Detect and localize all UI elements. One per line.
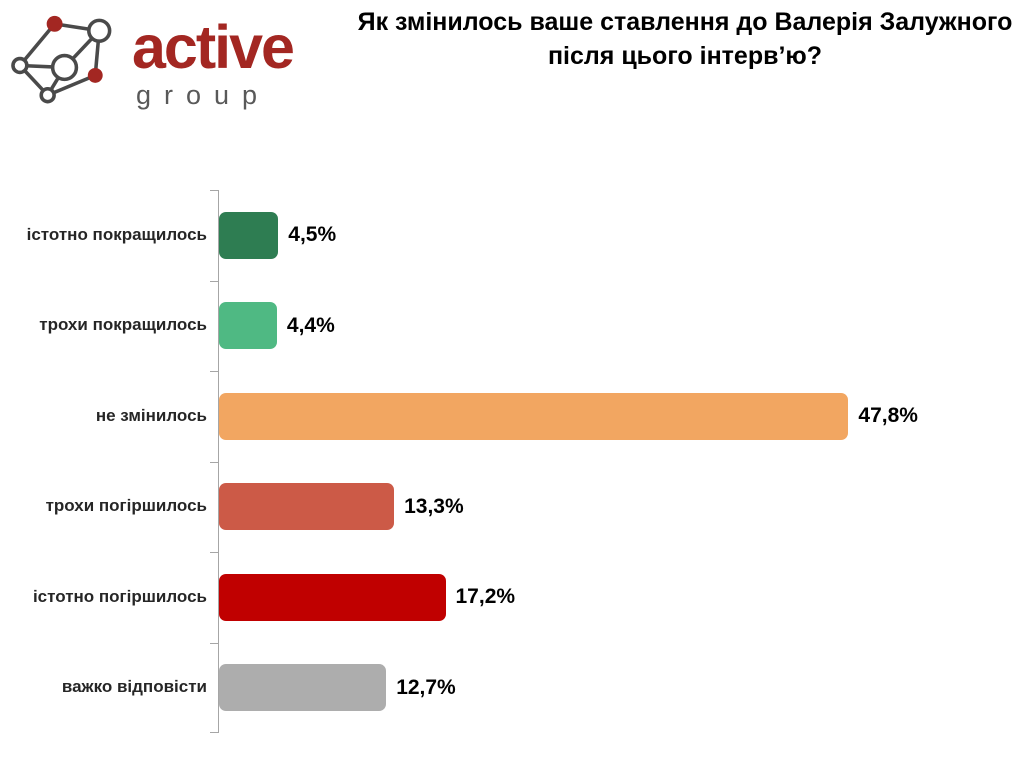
category-label: трохи погіршилось <box>45 496 207 516</box>
value-label: 13,3% <box>404 494 464 518</box>
bar <box>219 211 279 259</box>
value-label: 12,7% <box>396 675 456 699</box>
logo-wordmark: active <box>132 13 295 81</box>
bar <box>219 392 849 440</box>
category-axis-line <box>218 190 219 733</box>
category-label: важко відповісти <box>61 677 207 697</box>
value-label: 17,2% <box>455 585 516 609</box>
category-label: істотно погіршилось <box>32 586 207 606</box>
bar-wrap: 17,2% <box>219 552 515 643</box>
bar-wrap: 12,7% <box>219 643 456 734</box>
axis-tick <box>210 552 218 553</box>
chart-row: важко відповісти 12,7% <box>12 643 1016 734</box>
chart-rows: істотно покращилось 4,5% трохи покращило… <box>12 190 1016 733</box>
chart-title: Як змінилось ваше ставлення до Валерія З… <box>357 8 1013 70</box>
chart-row: істотно погіршилось 17,2% <box>12 552 1016 643</box>
bar <box>219 664 387 712</box>
bar-chart: істотно покращилось 4,5% трохи покращило… <box>12 190 1016 733</box>
category-label: не змінилось <box>95 405 207 425</box>
bar-wrap: 13,3% <box>219 462 464 553</box>
value-label: 4,4% <box>286 313 335 337</box>
axis-tick <box>210 732 218 733</box>
value-label: 4,5% <box>288 223 337 247</box>
bar <box>219 483 395 531</box>
axis-tick <box>210 461 218 463</box>
category-label: трохи покращилось <box>39 315 207 335</box>
bar <box>219 573 446 621</box>
bar-wrap: 4,5% <box>219 190 336 281</box>
chart-row: не змінилось 47,8% <box>12 371 1016 462</box>
axis-tick <box>210 280 218 282</box>
bar <box>219 302 277 350</box>
logo-subtext: group <box>136 80 271 110</box>
axis-tick <box>210 371 218 372</box>
chart-row: трохи погіршилось 13,3% <box>12 462 1016 553</box>
category-label: істотно покращилось <box>26 224 207 244</box>
chart-row: істотно покращилось 4,5% <box>12 190 1016 281</box>
value-label: 47,8% <box>858 404 918 428</box>
bar-wrap: 47,8% <box>219 371 918 462</box>
bar-wrap: 4,4% <box>219 281 335 372</box>
network-logo-icon <box>11 15 112 104</box>
axis-tick <box>210 190 218 191</box>
axis-tick <box>210 642 218 644</box>
active-group-logo: active group <box>8 6 295 120</box>
chart-row: трохи покращилось 4,4% <box>12 281 1016 372</box>
